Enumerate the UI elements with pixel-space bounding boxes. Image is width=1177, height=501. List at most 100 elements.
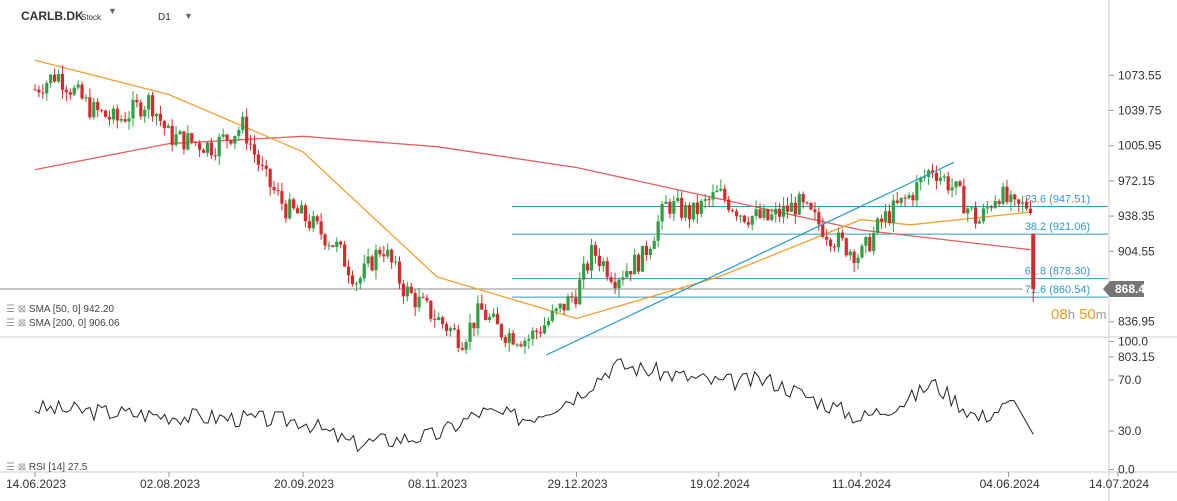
candle-body (879, 218, 884, 222)
candle (370, 254, 374, 272)
candle (648, 246, 652, 260)
candle-body (135, 99, 139, 103)
candle (582, 256, 586, 289)
candle (754, 200, 758, 220)
candle-body (676, 197, 680, 202)
candle-body (178, 131, 182, 135)
candle-body (538, 331, 543, 334)
candle (92, 97, 96, 120)
candle-body (558, 303, 562, 309)
candle-body (574, 297, 578, 305)
candle-body (731, 210, 735, 212)
candle (103, 109, 108, 118)
candle-body (488, 316, 492, 320)
price-axis: 1073.55 1039.75 1005.95 972.15 938.35 904.55 8… (1103, 68, 1162, 364)
candle-body (343, 244, 347, 267)
rsi-legend[interactable]: ☰ ⊠ RSI [14] 27.5 (6, 462, 87, 473)
candle (903, 194, 907, 207)
candle-body (100, 110, 104, 112)
candle (825, 229, 829, 246)
candle-body (750, 216, 754, 225)
fib-label-bg (1022, 192, 1106, 205)
legend-menu-icon[interactable]: ☰ ⊠ (6, 318, 29, 329)
candle-body (809, 202, 813, 210)
candle-body (832, 246, 837, 248)
date-tick-label: 20.09.2023 (274, 477, 334, 491)
candle (676, 189, 680, 204)
candle-body (644, 245, 649, 256)
date-tick-label: 04.06.2024 (980, 477, 1040, 491)
price-tick-label: 1073.55 (1118, 68, 1162, 82)
candle-body (248, 143, 253, 145)
candle (852, 249, 856, 272)
candle (405, 281, 409, 302)
candle-body (433, 318, 437, 321)
candle-body (76, 84, 80, 88)
candles (33, 65, 1036, 354)
timeframe-dropdown-chevron-icon[interactable]: ▼ (184, 11, 193, 21)
candle (942, 173, 946, 182)
candle (1017, 198, 1021, 212)
candle (507, 328, 511, 352)
candle-body (825, 236, 829, 240)
candle-body (605, 261, 609, 278)
candle (417, 288, 421, 312)
candle-body (339, 241, 343, 245)
candle (339, 240, 343, 249)
candle (331, 244, 335, 248)
timeframe-label[interactable]: D1 (158, 12, 171, 23)
candle-body (554, 308, 558, 311)
legend-menu-icon[interactable]: ☰ ⊠ (6, 462, 29, 473)
candle-body (652, 240, 656, 249)
candle-body (997, 201, 1001, 204)
sma50-legend[interactable]: ☰ ⊠ SMA [50, 0] 942.20 (6, 304, 114, 315)
candle-body (150, 95, 155, 117)
candle-body (456, 329, 460, 348)
candle-body (1021, 202, 1025, 204)
candle (977, 218, 982, 224)
candle-body (680, 197, 684, 218)
candle (307, 214, 311, 232)
candle (354, 281, 358, 291)
candle-body (444, 324, 449, 331)
candle (711, 184, 715, 207)
candle-body (460, 347, 464, 350)
candle-body (789, 202, 794, 212)
sma200-legend[interactable]: ☰ ⊠ SMA [200, 0] 906.06 (6, 318, 120, 329)
candle (687, 202, 692, 228)
legend-menu-icon[interactable]: ☰ ⊠ (6, 304, 29, 315)
candle (154, 112, 159, 126)
candle-body (397, 261, 402, 284)
candle-body (170, 125, 174, 145)
candle (527, 334, 531, 349)
candle-body (346, 266, 351, 276)
candle (805, 201, 809, 205)
candle (570, 292, 574, 303)
fib-label-bg (1022, 220, 1106, 233)
candle-body (1001, 186, 1005, 204)
candle-body (1009, 194, 1013, 203)
candle-body (738, 215, 743, 217)
candle (386, 243, 390, 259)
candle-body (323, 234, 327, 246)
candle-body (868, 236, 872, 252)
candle (147, 92, 151, 119)
candle (303, 203, 308, 228)
candle-body (601, 261, 605, 267)
date-tick-label: 14.06.2023 (6, 477, 66, 491)
candle (205, 141, 210, 157)
price-tick-label: 803.15 (1118, 350, 1155, 364)
candle-body (378, 249, 382, 255)
candle (793, 196, 797, 224)
candle (186, 125, 190, 151)
candle-body (245, 116, 249, 144)
symbol-dropdown-chevron-icon[interactable]: ▼ (108, 6, 117, 16)
candle (1005, 179, 1009, 205)
candle (233, 135, 237, 150)
candle (209, 138, 213, 160)
candle (872, 226, 876, 256)
rsi-tick-label: 70.0 (1118, 373, 1142, 387)
candle (452, 323, 456, 331)
candle-body (315, 216, 319, 222)
